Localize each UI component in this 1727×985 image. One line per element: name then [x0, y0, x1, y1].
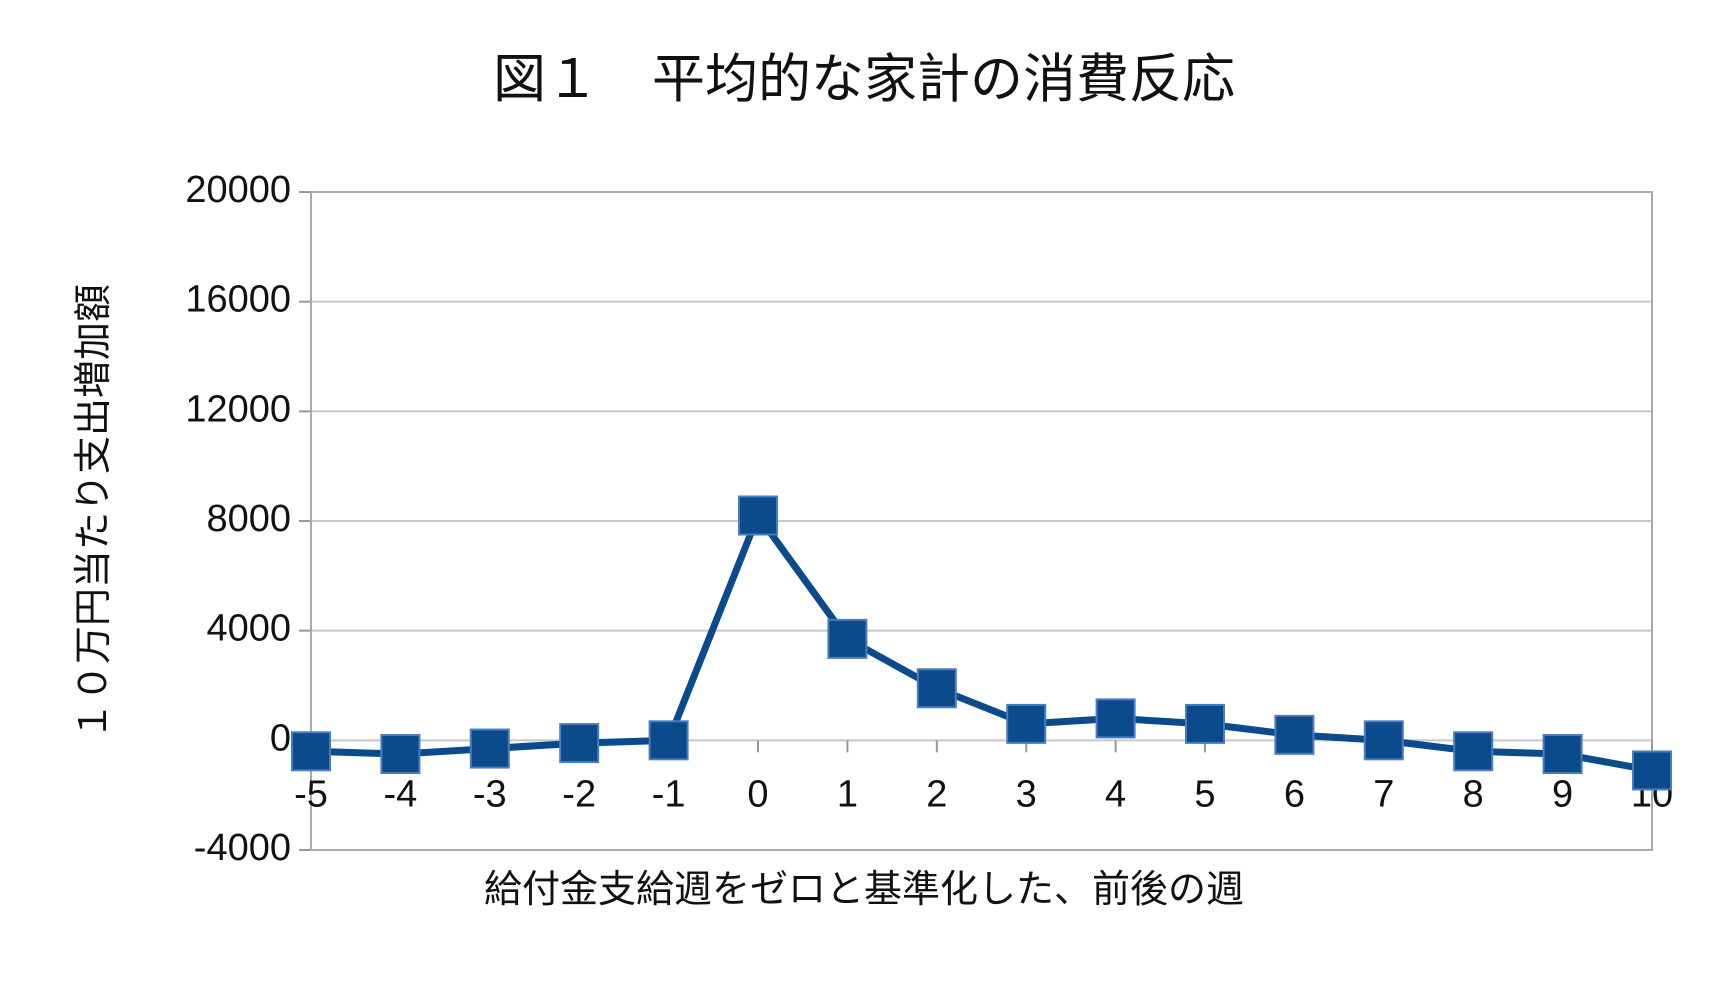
x-tick-label: 0 — [747, 773, 768, 815]
marker — [827, 618, 868, 659]
y-axis-label: １０万円当たり支出増加額 — [73, 284, 115, 740]
y-tick-label: 12000 — [185, 388, 291, 430]
y-tick-label: 16000 — [185, 279, 291, 321]
x-tick-label: -2 — [562, 773, 596, 815]
marker — [738, 495, 778, 536]
x-tick-label: 1 — [837, 773, 858, 815]
marker — [291, 731, 331, 772]
marker — [1185, 703, 1225, 744]
x-tick-label: 5 — [1194, 773, 1215, 815]
y-tick-label: 0 — [270, 717, 291, 759]
marker — [380, 734, 421, 775]
y-tick-label: 4000 — [206, 608, 291, 650]
marker — [1274, 714, 1315, 755]
plot-border — [310, 191, 1653, 851]
x-tick-label: 7 — [1373, 773, 1394, 815]
x-tick-label: -5 — [294, 773, 328, 815]
chart-title: 図１ 平均的な家計の消費反応 — [493, 50, 1235, 109]
x-tick-label: -4 — [384, 773, 418, 815]
marker — [1453, 731, 1494, 772]
x-tick-label: 4 — [1105, 773, 1126, 815]
y-tick-label: -4000 — [194, 827, 291, 869]
x-tick-label: -1 — [652, 773, 686, 815]
x-tick-label: 3 — [1016, 773, 1037, 815]
marker — [1095, 698, 1136, 739]
y-tick-label: 20000 — [185, 169, 291, 211]
x-tick-label: 6 — [1284, 773, 1305, 815]
marker — [648, 720, 689, 761]
y-tick-label: 8000 — [206, 498, 291, 540]
marker — [559, 723, 600, 764]
x-tick-label: 9 — [1552, 773, 1573, 815]
marker — [1363, 720, 1404, 761]
x-tick-label: 2 — [926, 773, 947, 815]
marker — [916, 668, 957, 709]
series-line — [310, 512, 1653, 774]
x-axis-label: 給付金支給週をゼロと基準化した、前後の週 — [484, 869, 1244, 911]
x-tick-label: 8 — [1463, 773, 1484, 815]
marker — [1006, 703, 1047, 744]
marker — [469, 728, 510, 769]
marker — [1542, 734, 1583, 775]
x-tick-label: -3 — [473, 773, 507, 815]
marker — [1632, 750, 1672, 791]
